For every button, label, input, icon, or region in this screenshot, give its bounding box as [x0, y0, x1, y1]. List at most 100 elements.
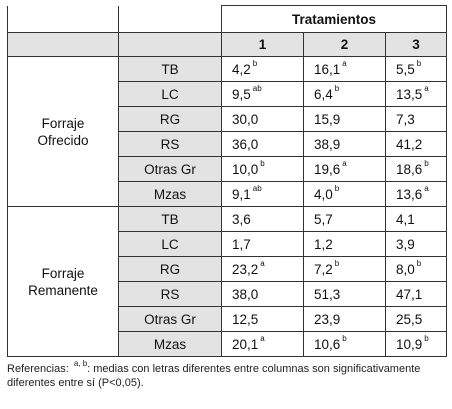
value-text: 5,5	[396, 61, 415, 77]
row-label: LC	[118, 81, 222, 107]
significance-letter: b	[260, 158, 265, 168]
significance-letter: a	[342, 58, 347, 68]
row-label: RG	[118, 256, 222, 282]
value-text: 4,0	[314, 186, 333, 202]
significance-letter: b	[424, 158, 429, 168]
significance-letter: b	[334, 83, 340, 93]
significance-letter: ab	[252, 183, 262, 193]
value-text: 13,5	[396, 86, 423, 102]
significance-letter: a	[260, 333, 265, 343]
value-text: 7,3	[396, 111, 415, 127]
value-cell: 7,2 b	[303, 256, 386, 282]
significance-letter: a	[260, 258, 265, 268]
value-text: 20,1	[232, 336, 259, 352]
value-text: 23,2	[232, 261, 259, 277]
row-label: Mzas	[118, 181, 222, 207]
table-row: Otras Gr 12,5 23,9 25,5	[8, 306, 447, 332]
value-text: 51,3	[314, 286, 341, 302]
value-cell: 10,6 b	[303, 331, 386, 357]
significance-letter: a	[424, 183, 429, 193]
table-row: Otras Gr 10,0 b 19,6 a 18,6 b	[8, 156, 447, 182]
value-cell: 47,1	[385, 281, 447, 307]
value-cell: 23,2 a	[221, 256, 304, 282]
value-text: 8,0	[396, 261, 415, 277]
header-blank	[7, 32, 119, 57]
significance-letter: b	[334, 183, 340, 193]
value-cell: 9,1 ab	[221, 181, 304, 207]
results-table-container: Tratamientos 1 2 3 Forraje Ofrecido TB 4,2 b…	[7, 5, 447, 390]
significance-letter: a	[424, 83, 429, 93]
value-text: 3,9	[396, 236, 415, 252]
value-cell: 13,5 a	[385, 81, 447, 107]
value-text: 1,7	[232, 236, 251, 252]
value-cell: 4,2 b	[221, 56, 304, 82]
column-header-3: 3	[385, 32, 447, 57]
value-text: 38,9	[314, 136, 341, 152]
significance-letter: b	[424, 333, 429, 343]
row-label: Mzas	[118, 331, 222, 357]
value-cell: 20,1 a	[221, 331, 304, 357]
value-cell: 41,2	[385, 131, 447, 157]
column-header-2: 2	[303, 32, 386, 57]
value-cell: 18,6 b	[385, 156, 447, 182]
row-label: RS	[118, 131, 222, 157]
group-label-line: Forraje	[41, 115, 85, 131]
value-text: 19,6	[314, 161, 341, 177]
value-cell: 30,0	[221, 106, 304, 132]
column-header-1: 1	[221, 32, 304, 57]
value-text: 12,5	[232, 311, 259, 327]
value-text: 4,2	[232, 61, 251, 77]
value-cell: 10,0 b	[221, 156, 304, 182]
value-cell: 4,0 b	[303, 181, 386, 207]
significance-letter: b	[416, 58, 422, 68]
corner-cell	[7, 5, 119, 33]
value-cell: 4,1	[385, 206, 447, 232]
value-text: 10,0	[232, 161, 259, 177]
value-cell: 25,5	[385, 306, 447, 332]
value-text: 9,1	[232, 186, 251, 202]
header-blank-2	[118, 32, 222, 57]
value-cell: 6,4 b	[303, 81, 386, 107]
value-cell: 1,2	[303, 231, 386, 257]
value-text: 36,0	[232, 136, 259, 152]
value-cell: 38,0	[221, 281, 304, 307]
table-row: RS 36,0 38,9 41,2	[8, 131, 447, 157]
row-label: LC	[118, 231, 222, 257]
value-cell: 15,9	[303, 106, 386, 132]
value-text: 25,5	[396, 311, 423, 327]
value-cell: 38,9	[303, 131, 386, 157]
value-text: 5,7	[314, 211, 333, 227]
value-cell: 5,5 b	[385, 56, 447, 82]
group-label-line: Forraje	[41, 265, 85, 281]
value-text: 18,6	[396, 161, 423, 177]
value-cell: 16,1 a	[303, 56, 386, 82]
group-label: Forraje Remanente	[7, 206, 119, 357]
row-label: RS	[118, 281, 222, 307]
table-body: Forraje Ofrecido TB 4,2 b 16,1 a 5,5 b LC 9,5 ab 6,4…	[7, 56, 447, 357]
significance-letter: b	[416, 258, 422, 268]
value-cell: 1,7	[221, 231, 304, 257]
value-cell: 7,3	[385, 106, 447, 132]
value-cell: 8,0 b	[385, 256, 447, 282]
corner-cell-2	[118, 5, 222, 33]
value-text: 30,0	[232, 111, 259, 127]
value-text: 3,6	[232, 211, 251, 227]
significance-letter: ab	[252, 83, 262, 93]
table-row: Mzas 20,1 a 10,6 b 10,9 b	[8, 331, 447, 357]
value-cell: 13,6 a	[385, 181, 447, 207]
value-cell: 9,5 ab	[221, 81, 304, 107]
value-text: 7,2	[314, 261, 333, 277]
value-text: 47,1	[396, 286, 423, 302]
footnote-text: : medias con letras diferentes entre col…	[7, 363, 421, 389]
treatments-header: Tratamientos	[221, 5, 447, 33]
value-text: 41,2	[396, 136, 423, 152]
value-cell: 19,6 a	[303, 156, 386, 182]
significance-letter: b	[252, 58, 258, 68]
value-text: 1,2	[314, 236, 333, 252]
row-label: Otras Gr	[118, 156, 222, 182]
value-cell: 3,9	[385, 231, 447, 257]
table-row: LC 9,5 ab 6,4 b 13,5 a	[8, 81, 447, 107]
value-cell: 3,6	[221, 206, 304, 232]
value-cell: 12,5	[221, 306, 304, 332]
value-text: 6,4	[314, 86, 333, 102]
